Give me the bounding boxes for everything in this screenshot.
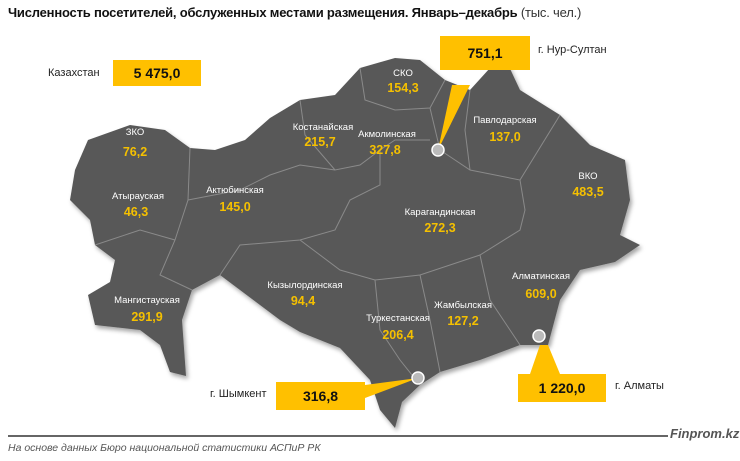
region-pavlodar-name: Павлодарская [473, 115, 537, 126]
nur-sultan-value-box: 751,1 [440, 36, 530, 70]
region-vko-name: ВКО [578, 171, 598, 182]
region-turkestan-value: 206,4 [382, 328, 414, 342]
region-borders [94, 67, 561, 386]
almaty-pointer [530, 345, 560, 374]
region-turkestan-name: Туркестанская [366, 313, 430, 324]
region-sko-name: СКО [393, 68, 413, 79]
region-zko-name: ЗКО [125, 127, 145, 138]
region-zko-value: 76,2 [122, 145, 148, 159]
region-mangistau-value: 291,9 [131, 310, 163, 324]
nur-sultan-marker [431, 143, 445, 157]
region-sko-value: 154,3 [387, 81, 419, 95]
shymkent-pointer [365, 378, 418, 398]
chart-title: Численность посетителей, обслуженных мес… [8, 5, 581, 20]
region-karaganda-name: Карагандинская [404, 207, 476, 218]
region-mangistau-name: Мангистауская [114, 295, 180, 306]
region-akmola-name: Акмолинская [358, 129, 416, 140]
region-atyrau-value: 46,3 [123, 205, 149, 219]
shymkent-marker [411, 371, 425, 385]
region-zhambyl-name: Жамбылская [434, 300, 492, 311]
nur-sultan-pointer [438, 85, 470, 150]
country-outline [70, 58, 640, 428]
region-kostanay-name: Костанайская [292, 122, 354, 133]
region-almaty-obl-value: 609,0 [525, 287, 557, 301]
region-kostanay-value: 215,7 [304, 135, 336, 149]
region-zhambyl-value: 127,2 [447, 314, 479, 328]
country-value-box: 5 475,0 [113, 60, 201, 86]
title-text: Численность посетителей, обслуженных мес… [8, 5, 518, 20]
shymkent-value-box: 316,8 [276, 382, 365, 410]
nur-sultan-label: г. Нур-Султан [538, 44, 607, 56]
region-atyrau-name: Атырауская [112, 191, 164, 202]
region-aktobe-value: 145,0 [219, 200, 251, 214]
source-note: На основе данных Бюро национальной стати… [8, 442, 321, 454]
region-pavlodar-value: 137,0 [489, 130, 521, 144]
footer-divider [8, 435, 668, 437]
region-akmola-value: 327,8 [369, 143, 401, 157]
shymkent-label: г. Шымкент [210, 388, 267, 400]
region-aktobe-name: Актюбинская [206, 185, 264, 196]
region-karaganda-value: 272,3 [424, 221, 456, 235]
country-label: Казахстан [48, 67, 100, 79]
unit-label: (тыс. чел.) [520, 5, 582, 20]
almaty-value-box: 1 220,0 [518, 374, 606, 402]
almaty-label: г. Алматы [615, 380, 664, 392]
region-kyzylorda-name: Кызылординская [267, 280, 343, 291]
region-vko-value: 483,5 [572, 185, 604, 199]
almaty-marker [532, 329, 546, 343]
region-almaty-obl-name: Алматинская [512, 271, 570, 282]
region-kyzylorda-value: 94,4 [290, 294, 316, 308]
brand-logo: Finprom.kz [670, 426, 740, 441]
